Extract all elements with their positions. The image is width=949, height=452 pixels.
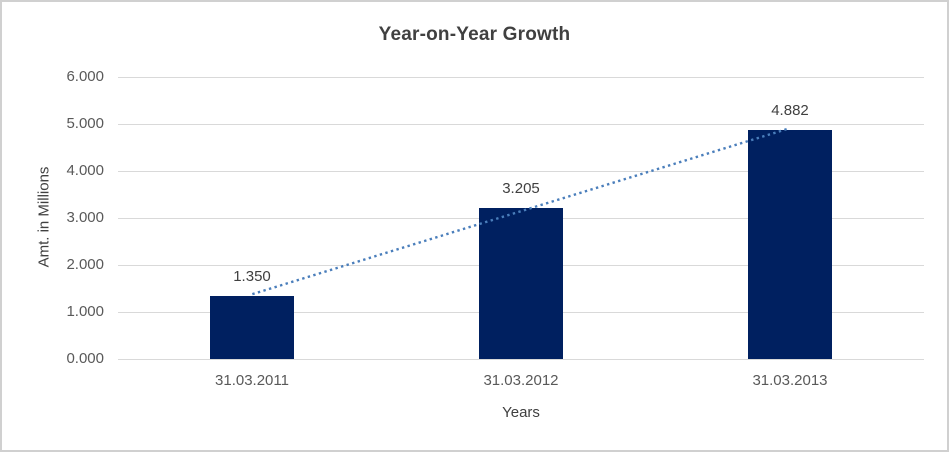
y-tick-label: 2.000 — [66, 256, 104, 273]
y-tick-label: 0.000 — [66, 350, 104, 367]
x-tick-label: 31.03.2012 — [483, 372, 559, 389]
bar — [748, 130, 832, 359]
y-tick-label: 5.000 — [66, 115, 104, 132]
y-tick-label: 6.000 — [66, 68, 104, 85]
x-tick-label: 31.03.2011 — [215, 372, 289, 389]
bar-data-label: 4.882 — [771, 102, 809, 119]
y-tick-label: 1.000 — [66, 303, 104, 320]
y-tick-label: 3.000 — [66, 209, 104, 226]
bar — [210, 296, 294, 359]
x-axis-line — [118, 359, 924, 360]
bar-data-label: 1.350 — [233, 268, 271, 285]
gridline — [118, 77, 924, 78]
y-tick-label: 4.000 — [66, 162, 104, 179]
bar — [479, 208, 563, 359]
gridline — [118, 124, 924, 125]
x-tick-label: 31.03.2013 — [752, 372, 828, 389]
x-axis-title: Years — [502, 404, 540, 421]
bar-data-label: 3.205 — [502, 180, 540, 197]
chart-title: Year-on-Year Growth — [378, 24, 571, 45]
